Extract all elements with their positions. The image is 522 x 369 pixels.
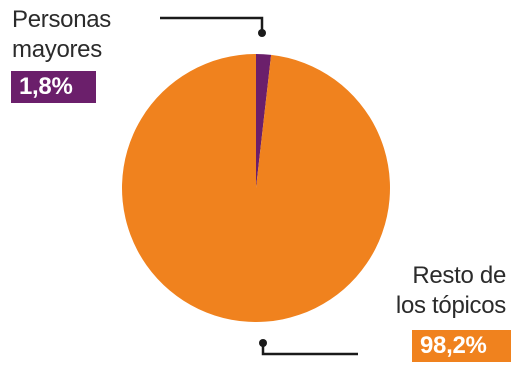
pie-slice-resto-de-los-topicos (121, 54, 390, 322)
slice-label-personas-mayores-line1: Personas (12, 6, 111, 33)
slice-label-personas-mayores-line2: mayores (12, 36, 102, 63)
leader-dot-resto-de-los-topicos (259, 339, 267, 347)
slice-label-resto-line1: Resto de (412, 262, 506, 289)
pie-slice-personas-mayores (256, 54, 272, 188)
leader-line-resto-de-los-topicos (261, 343, 358, 356)
leader-line-personas-mayores (160, 16, 264, 32)
value-badge-resto-de-los-topicos: 98,2% (412, 330, 511, 362)
value-badge-personas-mayores: 1,8% (11, 71, 96, 103)
leader-dot-personas-mayores (258, 29, 266, 37)
pie-slices (121, 54, 390, 322)
slice-label-resto-line2: los tópicos (395, 292, 506, 319)
leader-lines (160, 16, 358, 356)
